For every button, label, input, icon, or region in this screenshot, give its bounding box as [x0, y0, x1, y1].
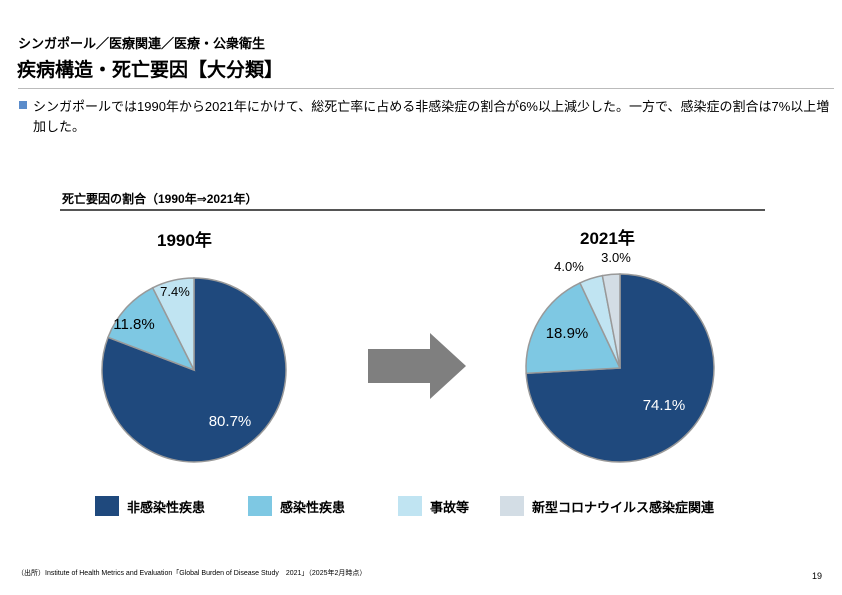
- source-note: （出所）Institute of Health Metrics and Eval…: [17, 570, 367, 577]
- data-label: 74.1%: [643, 397, 686, 414]
- data-label: 18.9%: [546, 325, 589, 342]
- legend-item: 感染性疾患: [248, 496, 345, 516]
- legend-label: 事故等: [430, 499, 470, 515]
- bullet-icon: [19, 101, 27, 109]
- chart-divider: [60, 209, 765, 211]
- data-label: 80.7%: [209, 413, 252, 430]
- legend-item: 非感染性疾患: [95, 496, 205, 516]
- breadcrumb: シンガポール／医療関連／医療・公衆衛生: [18, 36, 266, 51]
- data-label: 3.0%: [601, 250, 631, 265]
- page-number: 19: [812, 571, 823, 581]
- pie-slice: [525, 281, 622, 375]
- legend-swatch: [248, 496, 272, 516]
- description: シンガポールでは1990年から2021年にかけて、総死亡率に占める非感染症の割合…: [33, 99, 830, 134]
- chart-subtitle: 死亡要因の割合（1990年⇒2021年）: [62, 192, 258, 206]
- pie-title-2021: 2021年: [580, 229, 635, 248]
- legend-swatch: [95, 496, 119, 516]
- pie-title-1990: 1990年: [157, 231, 212, 250]
- pie-slice: [151, 277, 195, 371]
- legend-label: 感染性疾患: [280, 499, 346, 515]
- data-label: 4.0%: [554, 259, 584, 274]
- arrow-icon: [368, 333, 466, 399]
- pie-slice: [107, 286, 196, 372]
- legend-label: 非感染性疾患: [127, 499, 206, 515]
- legend-swatch: [500, 496, 524, 516]
- legend-item: 新型コロナウイルス感染症関連: [500, 496, 714, 516]
- page-title: 疾病構造・死亡要因【大分類】: [17, 60, 284, 81]
- legend-swatch: [398, 496, 422, 516]
- divider: [18, 88, 834, 89]
- legend-label: 新型コロナウイルス感染症関連: [532, 499, 715, 515]
- data-label: 11.8%: [113, 316, 154, 333]
- pie-slice: [601, 273, 621, 369]
- data-label: 7.4%: [160, 284, 190, 299]
- legend-item: 事故等: [398, 496, 469, 516]
- pie-slice: [101, 277, 287, 463]
